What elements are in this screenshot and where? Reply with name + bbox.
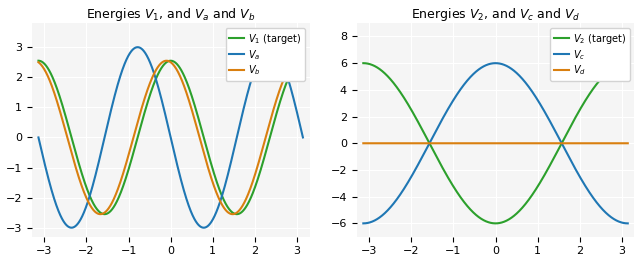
$V_b$ [295, 59, 303, 62]
$V_c$ [616, 220, 624, 223]
$V_b$ [292, 60, 300, 63]
$V_b$ [163, 59, 171, 62]
$V_2$ (target) [492, 222, 499, 225]
Title: Energies $V_1$, and $V_a$ and $V_b$: Energies $V_1$, and $V_a$ and $V_b$ [86, 6, 255, 23]
$V_b$ [35, 61, 42, 64]
$V_a$ [299, 136, 307, 139]
$V_a$ [68, 226, 76, 229]
$V_1$ (target) [163, 60, 171, 63]
Line: $V_1$ (target): $V_1$ (target) [38, 61, 303, 214]
$V_1$ (target) [292, 64, 300, 67]
$V_a$ [35, 136, 42, 139]
$V_1$ (target) [48, 74, 56, 78]
Line: $V_c$: $V_c$ [364, 63, 628, 223]
$V_d$ [616, 142, 624, 145]
Legend: $V_2$ (target), $V_c$, $V_d$: $V_2$ (target), $V_c$, $V_d$ [550, 28, 630, 81]
$V_c$ [488, 62, 496, 65]
$V_1$ (target) [291, 64, 299, 67]
Line: $V_b$: $V_b$ [38, 61, 303, 214]
$V_a$ [292, 105, 300, 108]
$V_b$ [243, 196, 251, 199]
$V_1$ (target) [100, 212, 108, 216]
$V_1$ (target) [243, 204, 251, 207]
$V_a$ [292, 104, 300, 107]
$V_2$ (target) [616, 63, 624, 66]
$V_c$ [360, 222, 367, 225]
$V_2$ (target) [488, 221, 496, 225]
$V_2$ (target) [373, 66, 381, 69]
$V_2$ (target) [481, 219, 489, 222]
Line: $V_2$ (target): $V_2$ (target) [364, 63, 628, 223]
$V_2$ (target) [360, 62, 367, 65]
$V_c$ [568, 161, 575, 164]
$V_d$ [624, 142, 632, 145]
$V_2$ (target) [624, 62, 632, 65]
$V_d$ [360, 142, 367, 145]
$V_b$ [97, 212, 104, 216]
$V_d$ [488, 142, 496, 145]
$V_c$ [373, 218, 381, 221]
$V_2$ (target) [568, 123, 575, 126]
$V_a$ [163, 121, 171, 124]
$V_d$ [373, 142, 381, 145]
$V_1$ (target) [156, 69, 164, 72]
Legend: $V_1$ (target), $V_a$, $V_b$: $V_1$ (target), $V_a$, $V_b$ [225, 28, 305, 81]
Line: $V_a$: $V_a$ [38, 47, 303, 228]
$V_d$ [616, 142, 624, 145]
$V_c$ [481, 64, 489, 67]
$V_d$ [568, 142, 575, 145]
$V_d$ [481, 142, 489, 145]
$V_1$ (target) [299, 59, 307, 62]
Title: Energies $V_2$, and $V_c$ and $V_d$: Energies $V_2$, and $V_c$ and $V_d$ [411, 6, 580, 23]
$V_2$ (target) [616, 63, 624, 66]
$V_b$ [48, 85, 56, 88]
$V_1$ (target) [35, 59, 42, 62]
$V_a$ [48, 190, 56, 193]
$V_a$ [243, 95, 251, 98]
$V_c$ [492, 62, 499, 65]
$V_b$ [291, 60, 299, 63]
$V_a$ [266, 46, 274, 49]
$V_b$ [156, 63, 164, 66]
$V_c$ [624, 222, 632, 225]
$V_b$ [299, 61, 307, 64]
$V_a$ [156, 92, 164, 96]
$V_c$ [616, 221, 624, 224]
